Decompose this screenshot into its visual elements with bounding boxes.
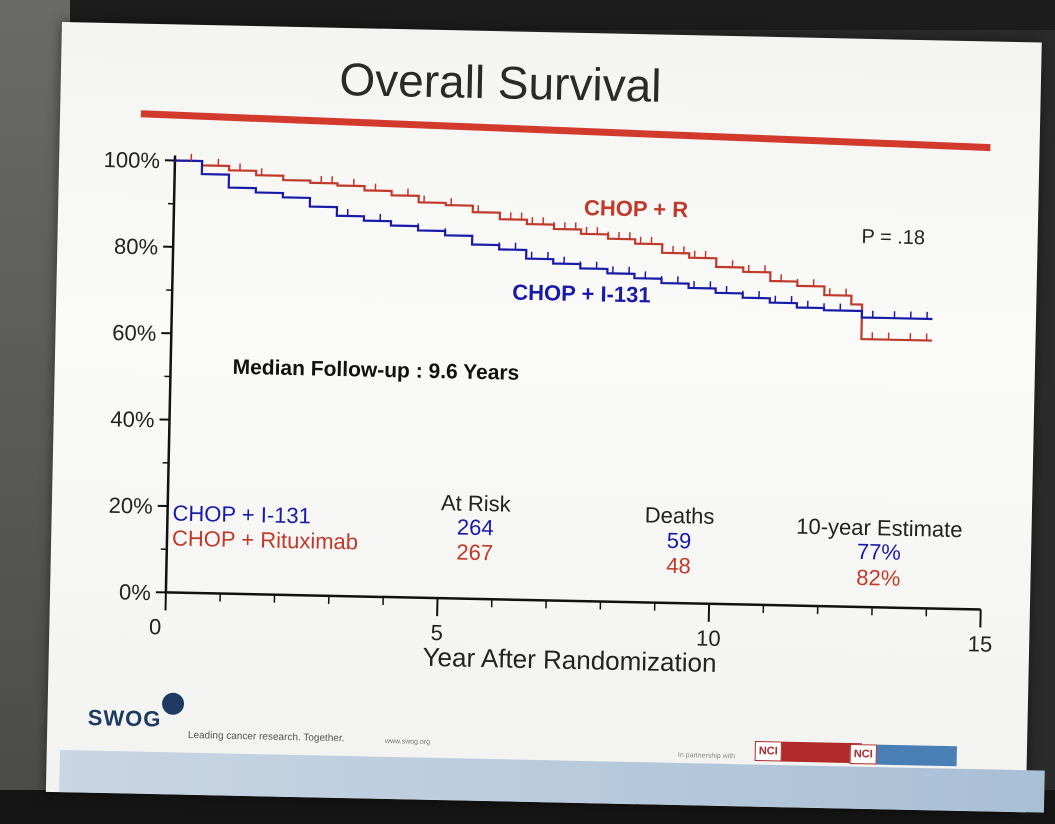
median-followup-label: Median Follow-up : 9.6 Years [232,356,519,385]
x-tick-label: 5 [430,620,443,645]
swog-emblem-icon [161,692,185,716]
curve-chop-r [174,159,933,342]
x-axis-label: Year After Randomization [422,642,716,678]
swog-logo: SWOG [87,692,185,733]
x-tick-label: 10 [696,626,721,652]
nci-ncorp-banner [876,744,957,767]
swog-wordmark: SWOG [87,705,162,732]
row-rituximab-at-risk: 267 [456,539,493,565]
x-axis-ticks: 0 5 10 15 [149,592,992,657]
censor-marks [190,153,928,341]
table-header-at-risk: At Risk [441,490,512,516]
y-tick-label: 0% [119,579,151,605]
x-axis-line [165,591,981,611]
x-tick-label: 0 [149,614,162,639]
chart-axes [164,155,981,611]
table-header-deaths: Deaths [644,502,714,528]
chop-i131-label: CHOP + I-131 [512,280,651,308]
y-tick-label: 60% [112,320,157,346]
nci-nctn-logo: NCI [754,740,862,764]
row-i131-deaths: 59 [667,528,692,554]
table-header-estimate: 10-year Estimate [796,514,963,542]
y-tick-label: 80% [114,234,159,260]
swog-url: www.swog.org [384,738,431,746]
nci-ncorp-logo: NCI [849,743,957,767]
title-underline [140,110,991,152]
p-value-label: P = .18 [861,226,925,249]
row-i131-at-risk: 264 [457,515,494,541]
partnership-text: In partnership with [677,752,736,761]
chop-r-label: CHOP + R [584,195,689,222]
row-i131-estimate: 77% [857,539,902,565]
y-tick-label: 100% [103,147,160,173]
curve-chop-i-131 [174,159,933,321]
y-tick-label: 40% [110,406,155,432]
row-rituximab-deaths: 48 [666,553,691,579]
y-axis-ticks: 0% 20% 40% 60% 80% 100% [103,147,175,605]
row-rituximab-arm: CHOP + Rituximab [172,526,359,555]
x-tick-label: 15 [967,631,992,657]
survival-curves [174,159,933,342]
y-tick-label: 20% [108,493,153,519]
row-i131-arm: CHOP + I-131 [172,501,311,529]
row-rituximab-estimate: 82% [856,565,901,591]
y-axis-line [164,155,177,593]
